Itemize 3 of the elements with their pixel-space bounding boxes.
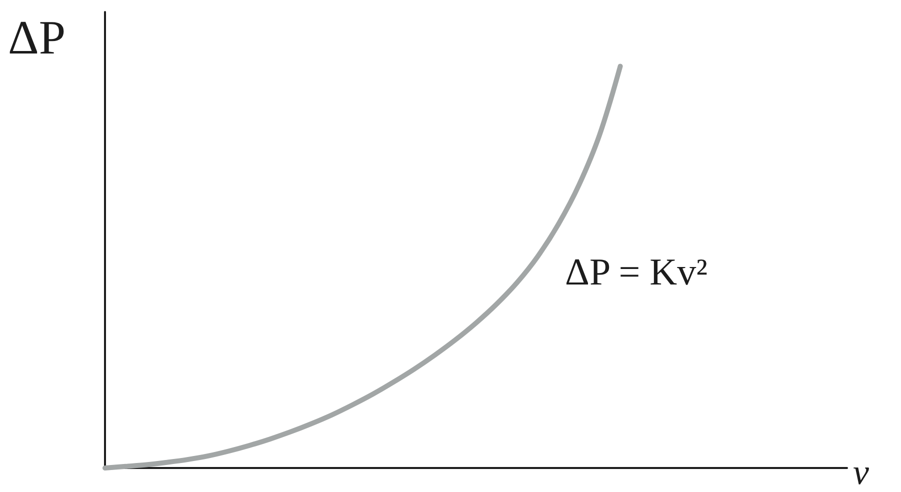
y-axis-title: ΔP bbox=[8, 12, 66, 64]
x-axis-title: v bbox=[853, 452, 869, 492]
annotation: ΔP = Kv² bbox=[565, 252, 708, 294]
